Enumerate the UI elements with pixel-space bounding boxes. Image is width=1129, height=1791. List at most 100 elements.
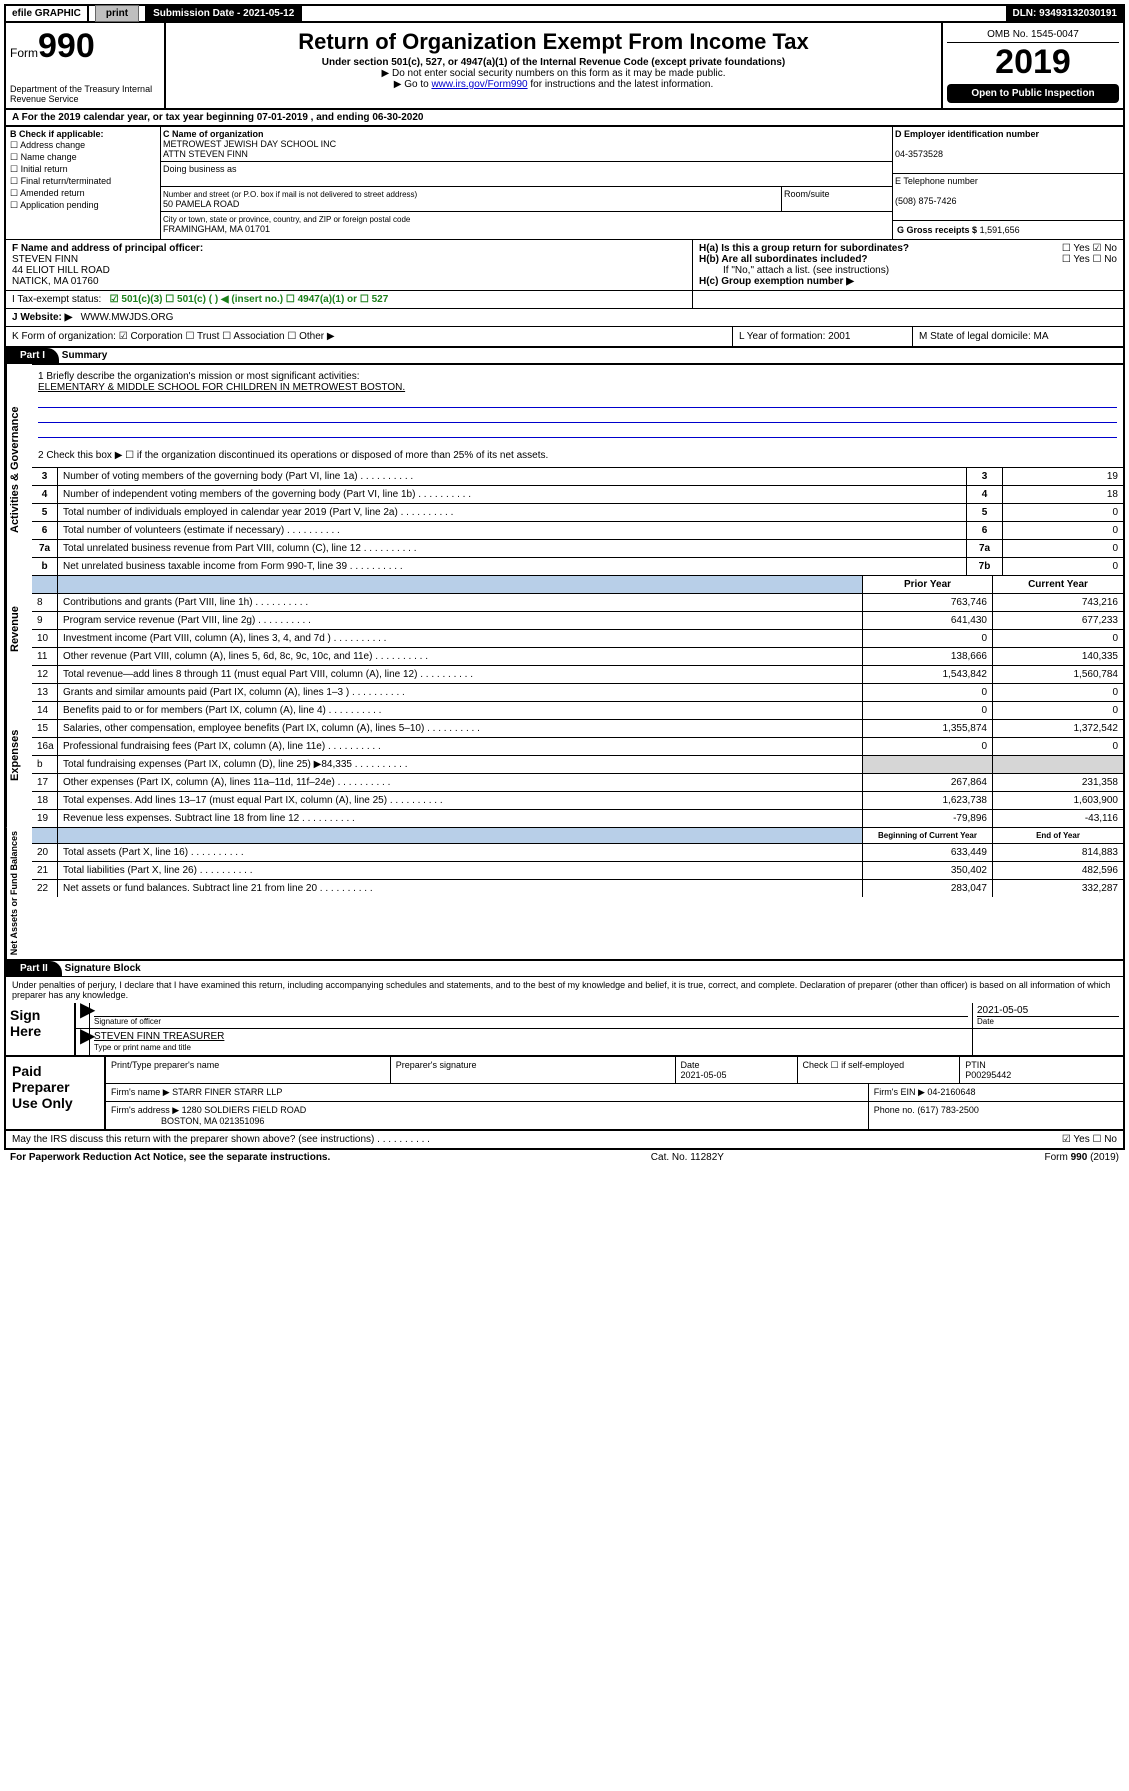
- omb-number: OMB No. 1545-0047: [947, 27, 1119, 43]
- open-inspection: Open to Public Inspection: [947, 84, 1119, 103]
- part1-header: Part I Summary: [4, 348, 1125, 364]
- omb-cell: OMB No. 1545-0047 2019 Open to Public In…: [943, 23, 1123, 108]
- summary-line: 15Salaries, other compensation, employee…: [32, 719, 1123, 737]
- chk-final[interactable]: Final return/terminated: [10, 176, 156, 187]
- self-employed-chk[interactable]: Check ☐ if self-employed: [798, 1057, 961, 1083]
- preparer-label: Paid Preparer Use Only: [6, 1057, 106, 1129]
- hc-label: H(c) Group exemption number ▶: [699, 276, 854, 287]
- box-de: D Employer identification number04-35735…: [893, 127, 1123, 239]
- dln: DLN: 93493132030191: [1006, 6, 1123, 21]
- hdr-current: Current Year: [993, 576, 1123, 593]
- goto-line: ▶ Go to www.irs.gov/Form990 for instruct…: [170, 79, 937, 90]
- city: FRAMINGHAM, MA 01701: [163, 224, 270, 234]
- firm-phone: (617) 783-2500: [917, 1105, 979, 1115]
- form-title: Return of Organization Exempt From Incom…: [170, 29, 937, 55]
- sign-here-label: Sign Here: [6, 1003, 76, 1055]
- box-f: F Name and address of principal officer:…: [6, 240, 693, 290]
- box-b: B Check if applicable: Address change Na…: [6, 127, 161, 239]
- chk-pending[interactable]: Application pending: [10, 200, 156, 211]
- perjury-text: Under penalties of perjury, I declare th…: [4, 977, 1125, 1003]
- ha-answer[interactable]: ☐ Yes ☑ No: [1062, 243, 1117, 254]
- k-form-org[interactable]: K Form of organization: ☑ Corporation ☐ …: [6, 327, 733, 346]
- firm-addr: 1280 SOLDIERS FIELD ROAD: [182, 1105, 307, 1115]
- mission-text: ELEMENTARY & MIDDLE SCHOOL FOR CHILDREN …: [38, 382, 1117, 393]
- tax-status[interactable]: ☑ 501(c)(3) ☐ 501(c) ( ) ◀ (insert no.) …: [110, 294, 389, 305]
- discuss-row: May the IRS discuss this return with the…: [4, 1131, 1125, 1150]
- sign-block: Sign Here ▶ Signature of officer 2021-05…: [4, 1003, 1125, 1057]
- preparer-block: Paid Preparer Use Only Print/Type prepar…: [4, 1057, 1125, 1131]
- box-h: H(a) Is this a group return for subordin…: [693, 240, 1123, 290]
- summary-line: 3Number of voting members of the governi…: [32, 467, 1123, 485]
- summary-line: 6Total number of volunteers (estimate if…: [32, 521, 1123, 539]
- summary-line: 8Contributions and grants (Part VIII, li…: [32, 593, 1123, 611]
- chk-name[interactable]: Name change: [10, 152, 156, 163]
- gross-receipts: 1,591,656: [980, 225, 1020, 235]
- summary-line: bTotal fundraising expenses (Part IX, co…: [32, 755, 1123, 773]
- chk-amended[interactable]: Amended return: [10, 188, 156, 199]
- side-expenses: Expenses: [6, 683, 32, 827]
- title-cell: Return of Organization Exempt From Incom…: [166, 23, 943, 108]
- summary-line: 12Total revenue—add lines 8 through 11 (…: [32, 665, 1123, 683]
- footer: For Paperwork Reduction Act Notice, see …: [4, 1150, 1125, 1165]
- side-net: Net Assets or Fund Balances: [6, 827, 32, 959]
- box-c: C Name of organization METROWEST JEWISH …: [161, 127, 893, 239]
- room-label: Room/suite: [784, 189, 830, 199]
- phone: (508) 875-7426: [895, 196, 957, 206]
- m-state: M State of legal domicile: MA: [913, 327, 1123, 346]
- prep-date: 2021-05-05: [681, 1070, 727, 1080]
- block-fh: F Name and address of principal officer:…: [4, 240, 1125, 291]
- form-number: Form990 Department of the Treasury Inter…: [6, 23, 166, 108]
- org-name: METROWEST JEWISH DAY SCHOOL INC: [163, 139, 336, 149]
- hdr-begin: Beginning of Current Year: [863, 828, 993, 843]
- q2: 2 Check this box ▶ ☐ if the organization…: [32, 444, 1123, 467]
- firm-ein: 04-2160648: [927, 1087, 975, 1097]
- hb-answer[interactable]: ☐ Yes ☐ No: [1062, 254, 1117, 265]
- row-j: J Website: ▶ WWW.MWJDS.ORG: [4, 309, 1125, 327]
- row-klm: K Form of organization: ☑ Corporation ☐ …: [4, 327, 1125, 348]
- irs-link[interactable]: www.irs.gov/Form990: [431, 79, 527, 90]
- firm-name: STARR FINER STARR LLP: [172, 1087, 282, 1097]
- mission-block: 1 Briefly describe the organization's mi…: [32, 364, 1123, 444]
- part2-header: Part II Signature Block: [4, 961, 1125, 977]
- hdr-prior: Prior Year: [863, 576, 993, 593]
- top-bar: efile GRAPHIC print Submission Date - 20…: [4, 4, 1125, 23]
- org-attn: ATTN STEVEN FINN: [163, 149, 248, 159]
- sign-date: 2021-05-05: [977, 1005, 1028, 1016]
- print-button[interactable]: print: [89, 6, 147, 21]
- side-revenue: Revenue: [6, 575, 32, 683]
- summary-line: 5Total number of individuals employed in…: [32, 503, 1123, 521]
- hdr-end: End of Year: [993, 828, 1123, 843]
- prep-sig-hdr: Preparer's signature: [391, 1057, 676, 1083]
- cat-no: Cat. No. 11282Y: [651, 1152, 724, 1163]
- row-i: I Tax-exempt status: ☑ 501(c)(3) ☐ 501(c…: [4, 291, 1125, 309]
- summary-body: Activities & Governance 1 Briefly descri…: [4, 364, 1125, 961]
- form-ref: Form 990 (2019): [1045, 1152, 1119, 1163]
- l-year: L Year of formation: 2001: [733, 327, 913, 346]
- prep-name-hdr: Print/Type preparer's name: [106, 1057, 391, 1083]
- privacy-note: ▶ Do not enter social security numbers o…: [170, 68, 937, 79]
- summary-line: bNet unrelated business taxable income f…: [32, 557, 1123, 575]
- sig-officer-label: Signature of officer: [94, 1016, 968, 1026]
- summary-line: 14Benefits paid to or for members (Part …: [32, 701, 1123, 719]
- summary-line: 22Net assets or fund balances. Subtract …: [32, 879, 1123, 897]
- summary-line: 18Total expenses. Add lines 13–17 (must …: [32, 791, 1123, 809]
- address: 50 PAMELA ROAD: [163, 199, 239, 209]
- summary-line: 9Program service revenue (Part VIII, lin…: [32, 611, 1123, 629]
- pra-notice: For Paperwork Reduction Act Notice, see …: [10, 1152, 330, 1163]
- form-header: Form990 Department of the Treasury Inter…: [4, 23, 1125, 110]
- officer-name: STEVEN FINN: [12, 254, 78, 265]
- website[interactable]: WWW.MWJDS.ORG: [81, 312, 174, 323]
- chk-address[interactable]: Address change: [10, 140, 156, 151]
- block-bcde: B Check if applicable: Address change Na…: [4, 127, 1125, 240]
- side-governance: Activities & Governance: [6, 364, 32, 575]
- summary-line: 17Other expenses (Part IX, column (A), l…: [32, 773, 1123, 791]
- dba-label: Doing business as: [163, 164, 237, 174]
- summary-line: 19Revenue less expenses. Subtract line 1…: [32, 809, 1123, 827]
- row-a-period: A For the 2019 calendar year, or tax yea…: [4, 110, 1125, 127]
- chk-initial[interactable]: Initial return: [10, 164, 156, 175]
- summary-line: 21Total liabilities (Part X, line 26)350…: [32, 861, 1123, 879]
- form-subtitle: Under section 501(c), 527, or 4947(a)(1)…: [170, 57, 937, 68]
- summary-line: 20Total assets (Part X, line 16)633,4498…: [32, 843, 1123, 861]
- discuss-answer[interactable]: ☑ Yes ☐ No: [1062, 1134, 1117, 1145]
- summary-line: 16aProfessional fundraising fees (Part I…: [32, 737, 1123, 755]
